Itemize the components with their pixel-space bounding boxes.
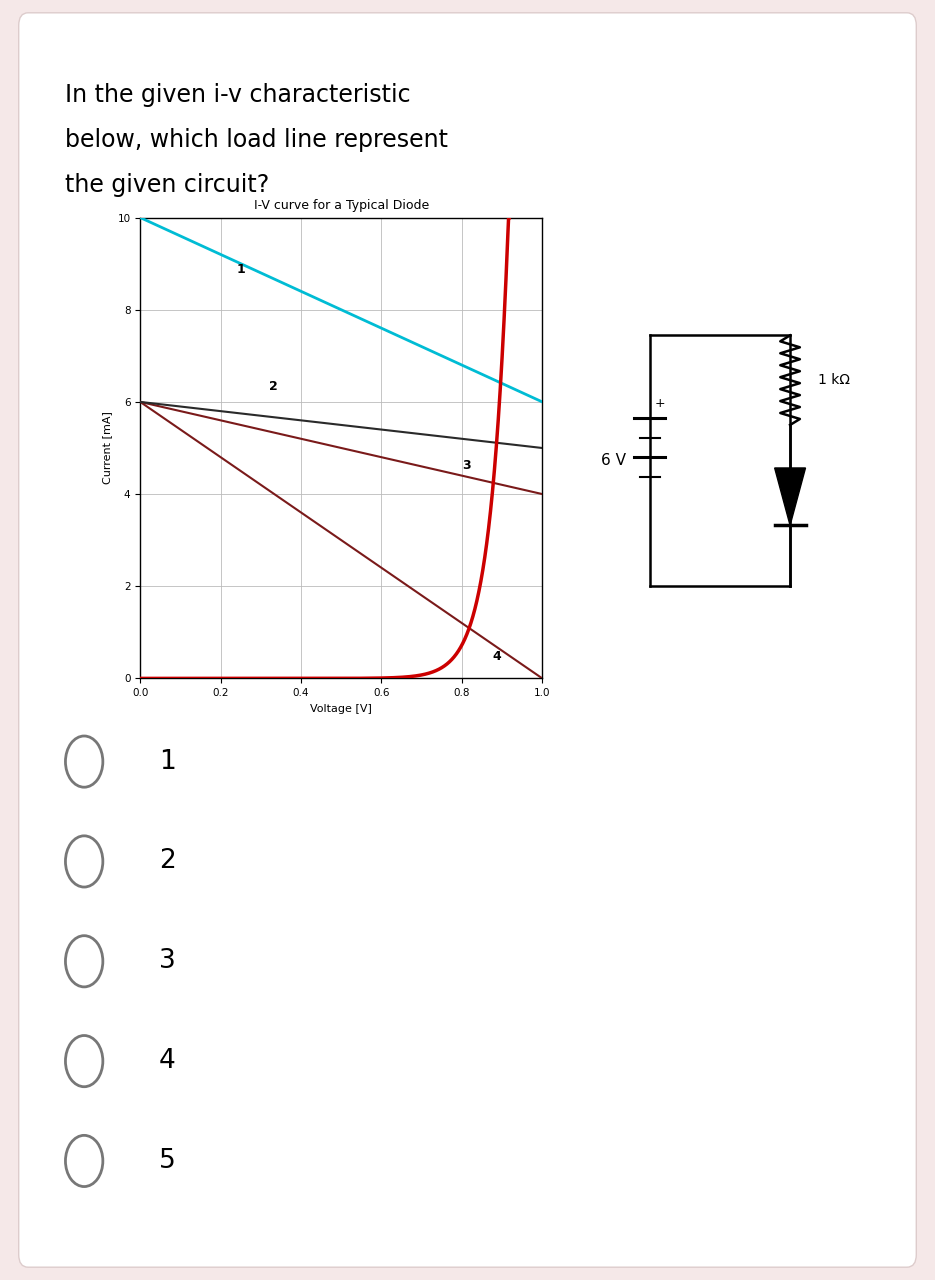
Text: the given circuit?: the given circuit? (65, 173, 269, 197)
Text: 2: 2 (269, 380, 278, 393)
Y-axis label: Current [mA]: Current [mA] (102, 412, 112, 484)
Text: 4: 4 (492, 650, 501, 663)
Text: 1: 1 (159, 749, 176, 774)
Polygon shape (774, 468, 806, 525)
Text: 5: 5 (159, 1148, 176, 1174)
Text: +: + (654, 397, 665, 410)
Text: 6 V: 6 V (601, 453, 626, 468)
Title: I-V curve for a Typical Diode: I-V curve for a Typical Diode (253, 200, 429, 212)
Text: 4: 4 (159, 1048, 176, 1074)
Text: 3: 3 (159, 948, 176, 974)
X-axis label: Voltage [V]: Voltage [V] (310, 704, 372, 714)
Text: 1: 1 (237, 262, 246, 276)
Text: 1 kΩ: 1 kΩ (818, 374, 850, 387)
Text: 2: 2 (159, 849, 176, 874)
Text: In the given i-v characteristic: In the given i-v characteristic (65, 83, 411, 108)
Text: 3: 3 (462, 458, 470, 472)
Text: below, which load line represent: below, which load line represent (65, 128, 449, 152)
